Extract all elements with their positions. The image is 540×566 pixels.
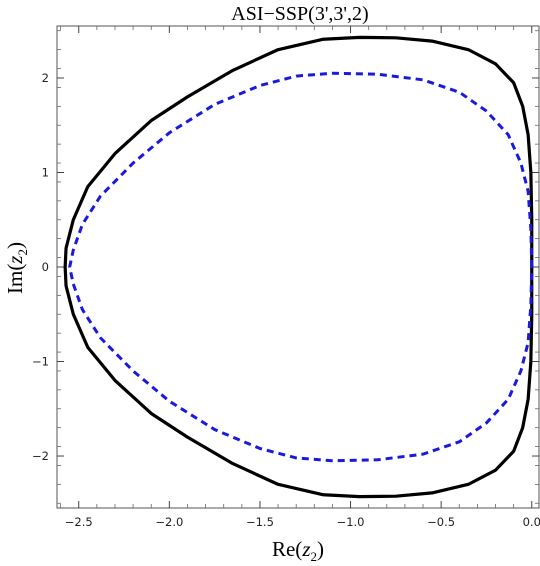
x-tick-label: −2.0: [155, 515, 183, 529]
y-axis-label-sub: 2: [15, 249, 30, 256]
y-axis-label-suffix: ): [3, 242, 27, 249]
x-axis-label-var: z: [301, 537, 310, 561]
x-tick-label: −2.5: [65, 515, 93, 529]
x-axis-label-prefix: Re(: [272, 537, 302, 561]
y-axis-label-prefix: Im(: [3, 264, 27, 294]
y-axis-label: Im(z2): [3, 242, 30, 294]
x-axis-label: Re(z2): [272, 537, 324, 564]
y-axis-label-var: z: [3, 255, 27, 264]
x-tick-label: −1.5: [246, 515, 274, 529]
x-axis-ticks: −2.5 −2.0 −1.5 −1.0 −0.5 0.0: [60, 26, 540, 529]
x-tick-label: −1.0: [337, 515, 365, 529]
series-2-line: [68, 71, 534, 463]
y-tick-label: −1: [32, 355, 49, 369]
x-tick-label: −0.5: [427, 515, 455, 529]
y-tick-label: 2: [42, 71, 49, 85]
y-tick-label: −2: [32, 449, 49, 463]
x-axis-label-suffix: ): [317, 537, 324, 561]
x-axis-label-sub: 2: [311, 549, 318, 564]
chart-title: ASI−SSP(3',3',2): [231, 3, 368, 25]
series-layer: [63, 35, 534, 499]
y-axis-ticks: −2 −1 0 1 2: [32, 30, 539, 504]
series-1-line: [63, 35, 534, 499]
y-tick-label: 1: [42, 165, 49, 179]
x-tick-label: 0.0: [523, 515, 540, 529]
y-tick-label: 0: [42, 260, 49, 274]
